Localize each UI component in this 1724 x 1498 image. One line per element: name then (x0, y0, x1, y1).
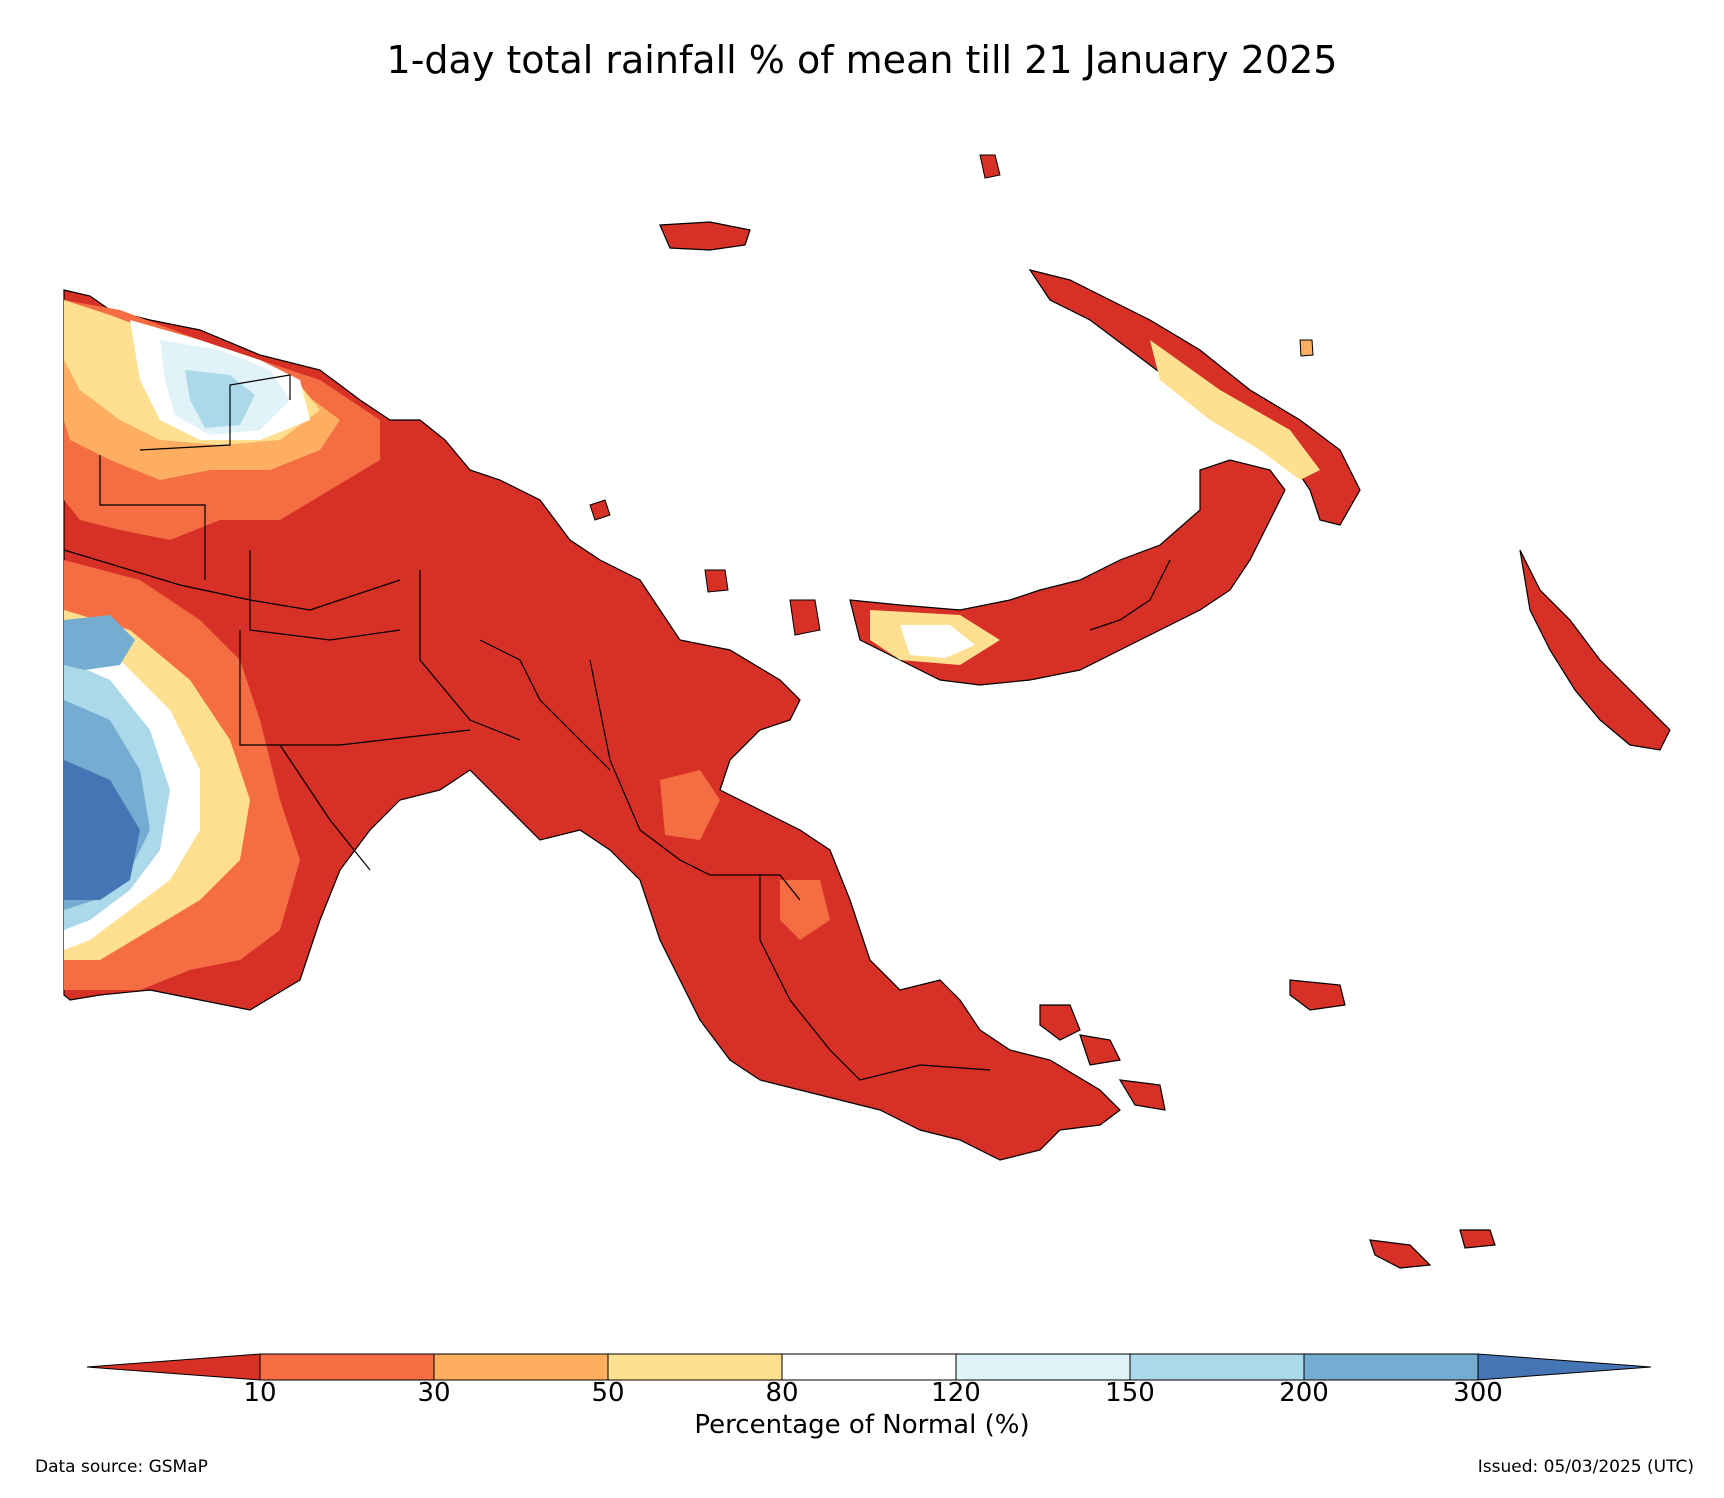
colorbar-tick-80: 80 (765, 1378, 799, 1408)
map-title: 1-day total rainfall % of mean till 21 J… (386, 38, 1338, 82)
island-small-5 (1299, 339, 1314, 357)
anomaly-darkblue-sw (64, 760, 140, 900)
colorbar-bin-10-30 (259, 1353, 435, 1381)
colorbar (86, 1353, 1652, 1381)
colorbar-tick-300: 300 (1453, 1378, 1503, 1408)
colorbar-bin-50-80 (607, 1353, 783, 1381)
anomaly-orange-se2 (780, 880, 830, 940)
colorbar-tick-120: 120 (931, 1378, 981, 1408)
anomaly-blue-north (185, 370, 255, 428)
colorbar-arrow-low (86, 1353, 261, 1381)
province-borders (63, 374, 1171, 1081)
island-milne-1 (1039, 1004, 1081, 1041)
island-bougainville (1519, 549, 1671, 751)
island-small-4 (979, 154, 1001, 179)
colorbar-bin-80-120 (781, 1353, 957, 1381)
colorbar-tick-50: 50 (591, 1378, 625, 1408)
island-milne-6 (1118, 1079, 1166, 1111)
issued-date: Issued: 05/03/2025 (UTC) (1477, 1457, 1694, 1477)
colorbar-bin-150-200 (1129, 1353, 1305, 1381)
island-milne-2 (1289, 979, 1346, 1011)
island-small-1 (589, 499, 611, 521)
colorbar-bin-200-300 (1303, 1353, 1479, 1381)
island-manus (659, 221, 751, 251)
island-milne-3 (1369, 1239, 1432, 1269)
colorbar-bin-120-150 (955, 1353, 1131, 1381)
colorbar-arrow-high (1477, 1353, 1652, 1381)
colorbar-tick-30: 30 (417, 1378, 451, 1408)
island-small-3 (789, 599, 821, 636)
anomaly-blue-west-mid (64, 615, 135, 670)
anomaly-yellow-newireland (1150, 340, 1320, 480)
colorbar-tick-200: 200 (1279, 1378, 1329, 1408)
colorbar-bin-30-50 (433, 1353, 609, 1381)
data-source: Data source: GSMaP (35, 1457, 208, 1477)
mainland-png (63, 289, 1121, 1161)
colorbar-tick-10: 10 (243, 1378, 277, 1408)
anomaly-white-newbritain (900, 625, 975, 658)
colorbar-label: Percentage of Normal (%) (694, 1410, 1030, 1440)
island-milne-5 (1079, 1034, 1121, 1066)
anomaly-orange-se1 (660, 770, 720, 840)
colorbar-tick-150: 150 (1105, 1378, 1155, 1408)
island-small-2 (704, 569, 729, 593)
island-milne-4 (1459, 1229, 1496, 1249)
